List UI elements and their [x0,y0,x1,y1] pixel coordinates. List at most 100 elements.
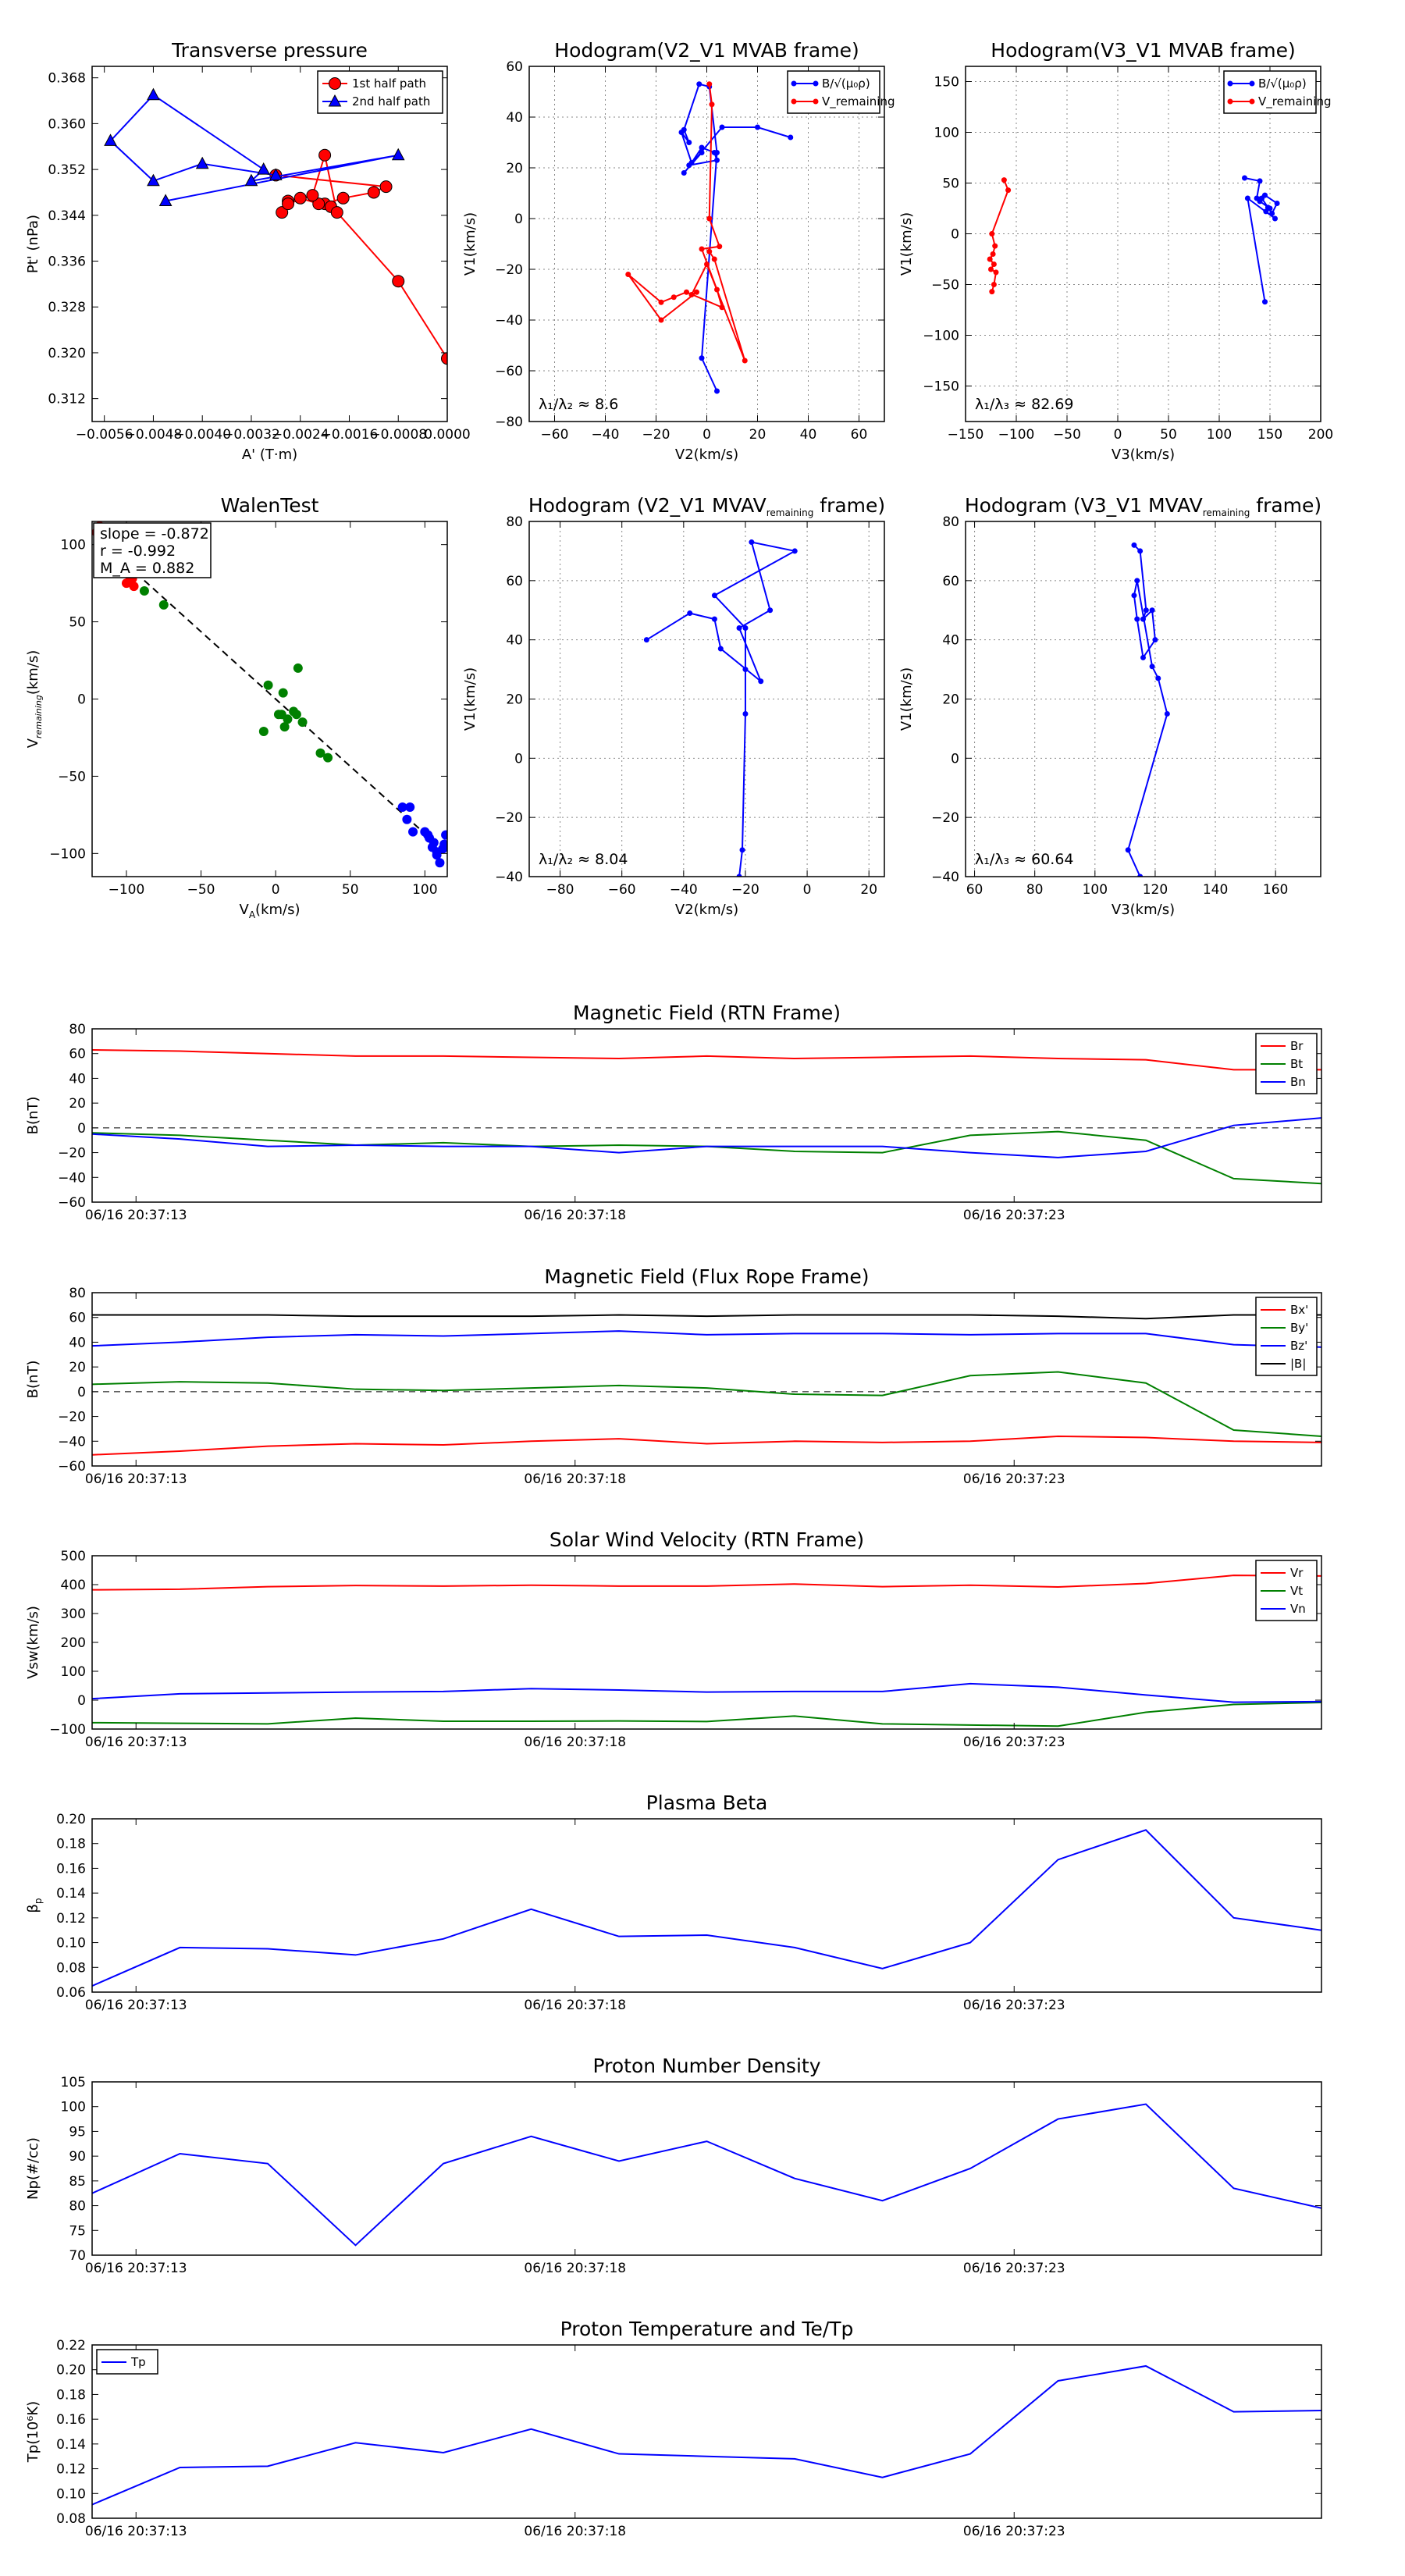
data-point [990,251,996,257]
data-point [988,266,994,272]
series-line [92,1130,1321,1185]
legend-marker [1249,80,1255,87]
series-B/√(μ₀ρ) [678,81,794,394]
series-|B| [92,1314,1321,1320]
data-point [318,148,332,162]
series-Np [92,2103,1321,2247]
data-point [699,246,705,252]
series-1st half path [269,148,447,365]
data-point [791,548,798,554]
y-axis-label: B(nT) [25,1361,41,1399]
legend-label: By' [1290,1321,1308,1335]
y-axis-label: V1(km/s) [462,212,478,276]
legend: Vr Vt Vn [1255,1560,1318,1621]
data-point [330,206,343,219]
y-tick-label: 20 [69,1360,86,1375]
chart-hodo-v2v1-mvab: Hodogram(V2_V1 MVAB frame) −60 −40 −20 0 20 40… [462,39,895,463]
series-line [92,2103,1321,2247]
series-beta [92,1829,1321,1987]
data-point [306,189,319,202]
y-axis-label: βp [25,1898,44,1912]
y-tick-label: −60 [58,1195,86,1211]
series-B [643,539,798,877]
data-point [391,148,405,161]
data-point [367,186,380,199]
y-tick-label: 85 [69,2174,86,2190]
y-tick-label: 0.12 [56,1911,86,1927]
series-green [139,586,333,763]
x-tick-label: 100 [1083,882,1108,898]
y-tick-label: −20 [495,810,523,826]
data-point [709,101,715,108]
series-blue [397,802,447,868]
data-point [315,748,325,758]
data-point [429,838,439,848]
data-point [681,170,687,176]
y-tick-label: 0.320 [48,346,86,361]
data-point [1001,177,1007,183]
data-point [439,839,447,849]
legend-label: 2nd half path [352,94,430,109]
legend-label: Vt [1290,1584,1303,1598]
legend-label: Br [1290,1039,1304,1053]
legend-label: Vn [1290,1602,1306,1616]
y-tick-label: −60 [58,1459,86,1475]
series-B [1125,542,1170,877]
data-point [147,173,160,187]
x-tick-label: −80 [546,882,574,898]
y-tick-label: −20 [495,262,523,278]
data-point [392,275,405,288]
chart-mag-rtn: Magnetic Field (RTN Frame) 06/16 20:37:13… [25,1002,1322,1223]
data-point [711,616,717,622]
y-tick-label: −150 [923,379,959,395]
series-line [92,1314,1321,1320]
legend-label: Bz' [1290,1339,1307,1353]
y-tick-label: 70 [69,2248,86,2264]
data-point [336,191,350,205]
data-point [688,292,695,297]
legend: B/√(μ₀ρ) V_remaining [787,70,895,114]
series-line [92,1574,1321,1591]
data-point [989,289,995,295]
x-tick-label: 06/16 20:37:23 [963,1208,1065,1223]
legend-box [1223,70,1317,114]
legend: Tp [96,2349,158,2375]
y-tick-label: 0.352 [48,162,86,178]
data-point [711,592,717,599]
x-tick-label: 06/16 20:37:13 [85,1998,187,2013]
y-axis-label: Pt' (nPa) [25,215,41,273]
legend-label: Bx' [1290,1303,1308,1317]
data-point [706,248,713,254]
eigenvalue-ratio: λ₁/λ₃ ≈ 60.64 [975,851,1074,868]
data-point [293,663,303,673]
x-tick-label: −40 [592,427,620,443]
legend: Br Bt Bn [1255,1033,1318,1094]
series-line [92,1682,1321,1703]
data-point [987,256,993,262]
series-Vn [92,1682,1321,1703]
series-line [92,1371,1321,1437]
plot-frame [91,66,448,422]
data-point [1262,299,1268,305]
data-point [323,753,333,763]
chart-title: Magnetic Field (RTN Frame) [573,1002,841,1024]
x-tick-label: 06/16 20:37:23 [963,2524,1065,2539]
x-tick-label: 150 [1257,427,1282,443]
x-axis-label: A' (T·m) [242,447,297,463]
x-tick-label: 80 [1026,882,1044,898]
y-tick-label: 0.336 [48,254,86,270]
data-point [276,206,289,219]
y-tick-label: 100 [61,538,86,553]
data-point [719,124,725,130]
data-point [1149,607,1155,614]
series-line [92,1435,1321,1456]
y-tick-label: 60 [69,1311,86,1326]
data-point [1244,195,1250,201]
data-point [684,289,689,295]
x-axis-label: V2(km/s) [675,447,738,463]
data-point [293,191,307,205]
data-point [1140,616,1146,622]
data-point [139,586,149,596]
legend-box [96,2349,158,2375]
x-tick-label: −0.0016 [321,427,379,443]
